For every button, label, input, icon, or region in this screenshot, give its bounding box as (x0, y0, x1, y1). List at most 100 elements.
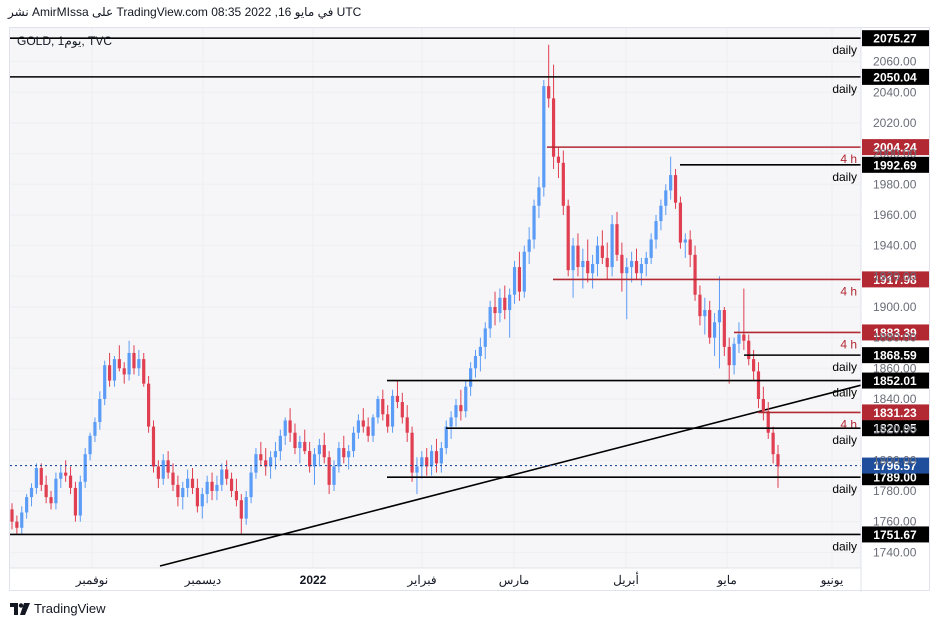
candle-body (664, 190, 668, 206)
level-price-label: 1852.01 (873, 374, 917, 388)
level-1917.98: 4 h 1917.98 (553, 271, 929, 298)
candle (49, 490, 53, 510)
current-price-label: 1796.57 (873, 459, 917, 473)
price-tick-label: 1880.00 (873, 331, 917, 345)
candle-body (20, 512, 24, 528)
candle (425, 448, 429, 476)
candle (59, 466, 63, 488)
candle-body (522, 251, 526, 292)
candle (64, 460, 68, 482)
candle-body (527, 239, 531, 252)
level-price-label: 1789.00 (873, 471, 917, 485)
candle-body (771, 432, 775, 455)
time-tick-label: فبراير (406, 573, 436, 587)
candle-body (547, 86, 551, 99)
candle-body (54, 478, 58, 504)
price-tick-label: 1800.00 (873, 453, 917, 467)
candle (610, 214, 614, 277)
candle-body (303, 441, 307, 452)
candle (576, 233, 580, 277)
candle (678, 196, 683, 249)
candle-body (44, 484, 48, 498)
candle-body (595, 245, 600, 265)
candle-body (493, 306, 497, 314)
tradingview-brand[interactable]: TradingView (10, 601, 106, 616)
candle (717, 276, 722, 369)
candle (29, 483, 34, 507)
candle-body (410, 432, 414, 473)
candle (478, 337, 482, 372)
candle-body (351, 432, 356, 452)
candle-body (532, 205, 536, 240)
candle (732, 337, 736, 375)
candle-body (590, 264, 595, 274)
candle (386, 405, 390, 433)
candle (444, 420, 448, 455)
candle (742, 288, 746, 350)
price-axis: 1740.00 1760.00 1780.00 1800.00 1820.00 1840.… (860, 28, 917, 592)
candle-body (488, 306, 492, 329)
candle-body (600, 245, 604, 258)
level-timeframe-label: daily (832, 170, 857, 184)
price-tick-label: 2000.00 (873, 147, 917, 161)
candle (473, 349, 478, 378)
candle (537, 176, 541, 219)
candle (112, 356, 117, 387)
candle (322, 432, 326, 464)
candle (137, 349, 141, 376)
candle (527, 227, 531, 265)
candle (156, 460, 160, 488)
level-price-tag (862, 347, 929, 364)
candle (708, 300, 712, 344)
candle (176, 475, 180, 507)
level-timeframe-label: 4 h (840, 152, 857, 166)
candle-body (517, 267, 522, 292)
level-timeframe-label: 4 h (840, 284, 857, 298)
candle-body (586, 260, 590, 274)
candle-body (244, 497, 248, 519)
candle (39, 463, 43, 491)
candle-body (508, 294, 512, 311)
candle (25, 494, 29, 519)
candle-body (390, 395, 395, 427)
candle-body (268, 457, 273, 467)
candle (132, 345, 136, 375)
candle-body (225, 469, 229, 479)
candle-body (229, 478, 234, 491)
candle-body (347, 451, 351, 458)
candle-body (566, 205, 570, 271)
candle (400, 392, 404, 424)
price-tick-label: 2040.00 (873, 85, 917, 99)
candle-body (551, 98, 556, 157)
candle (225, 460, 229, 485)
candle-body (459, 405, 463, 412)
candle (712, 313, 717, 357)
plot-background (10, 28, 861, 568)
time-tick-label: نوفمبر (75, 573, 108, 587)
candle (351, 426, 356, 458)
candle (361, 408, 365, 433)
trendline-layer (159, 384, 862, 567)
candle (220, 463, 224, 491)
current-price-tag (862, 457, 929, 474)
candle (566, 199, 570, 277)
candle (288, 408, 292, 442)
candle (605, 242, 609, 280)
candle-body (215, 484, 219, 491)
candle-body (698, 294, 702, 317)
candle (54, 472, 58, 510)
chart-frame: daily 2075.27 daily 2050.04 4 h 2004.24 daily 1… (9, 27, 931, 592)
candle (127, 340, 131, 381)
candle (673, 168, 678, 209)
candle-body (83, 454, 87, 482)
candle-body (322, 444, 326, 458)
time-tick-label: مايو (716, 573, 737, 587)
candle (78, 475, 82, 522)
candle (693, 245, 697, 301)
candle-body (205, 481, 209, 495)
candle (73, 481, 78, 522)
candle (561, 150, 565, 215)
levels-layer: daily 2075.27 daily 2050.04 4 h 2004.24 daily 1… (10, 30, 929, 553)
candle (493, 291, 497, 326)
